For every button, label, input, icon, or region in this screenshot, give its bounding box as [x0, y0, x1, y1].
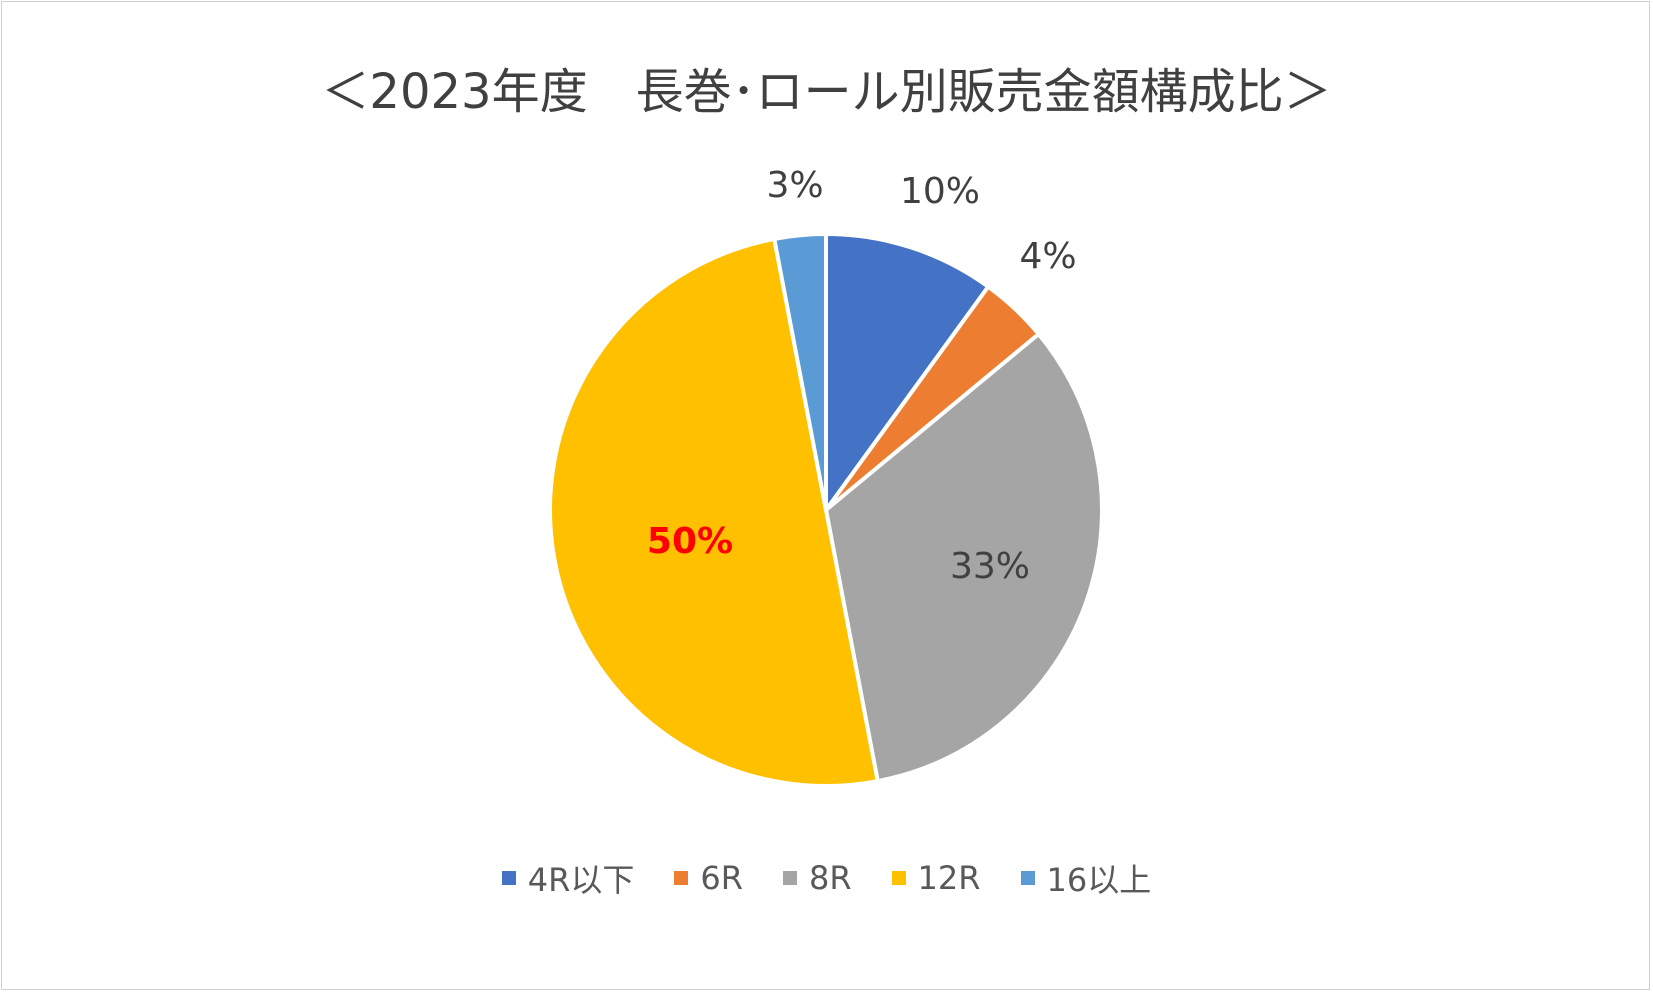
- legend-swatch: [674, 871, 689, 885]
- data-label-3: 33%: [950, 546, 1030, 587]
- legend-label: 16以上: [1046, 861, 1152, 899]
- legend-swatch: [891, 871, 906, 885]
- data-label-5: 3%: [766, 165, 823, 206]
- data-label-4: 50%: [647, 521, 733, 562]
- pie-slice-4: [548, 236, 880, 788]
- pie-slice-1: [824, 232, 991, 512]
- legend-label: 8R: [808, 859, 852, 897]
- chart-legend: 4R以下 6R 8R 12R 16以上: [0, 855, 1653, 901]
- pie-slice-5: [772, 232, 828, 512]
- chart-title: ＜2023年度 長巻･ロール別販売金額構成比＞: [321, 64, 1332, 120]
- legend-label: 12R: [917, 859, 981, 897]
- legend-item-1: 4R以下: [501, 855, 635, 901]
- legend-item-5: 16以上: [1020, 855, 1152, 901]
- legend-item-3: 8R: [782, 859, 852, 897]
- pie-slice-3: [824, 332, 1104, 784]
- legend-swatch: [501, 871, 516, 885]
- data-label-1: 10%: [900, 171, 980, 212]
- legend-item-2: 6R: [674, 859, 743, 897]
- legend-label: 4R以下: [527, 861, 635, 899]
- legend-item-4: 12R: [891, 859, 981, 897]
- legend-swatch: [782, 871, 797, 885]
- legend-label: 6R: [700, 859, 743, 897]
- data-label-2: 4%: [1019, 236, 1076, 277]
- legend-swatch: [1020, 871, 1035, 885]
